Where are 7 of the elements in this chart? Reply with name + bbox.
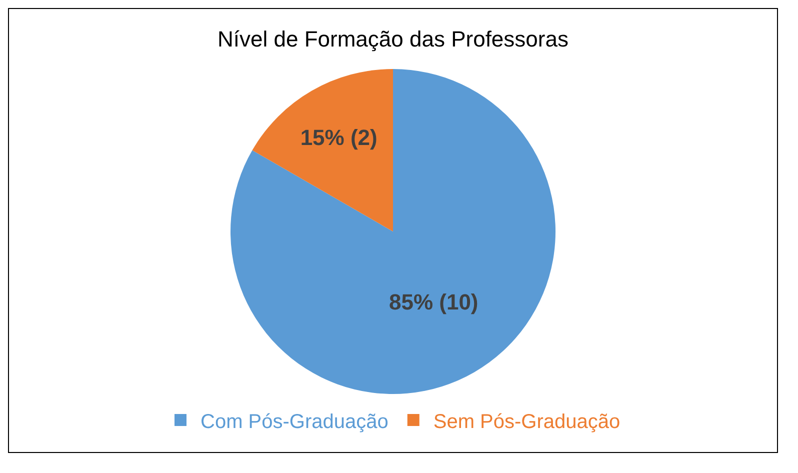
- legend-label: Com Pós-Graduação: [200, 410, 388, 433]
- data-label: 85% (10): [388, 289, 478, 314]
- legend-label: Sem Pós-Graduação: [433, 410, 620, 433]
- chart-title: Nível de Formação das Professoras: [218, 26, 568, 52]
- data-label: 15% (2): [300, 125, 378, 150]
- pie-slice: [252, 69, 393, 232]
- pie-slice: [230, 69, 556, 394]
